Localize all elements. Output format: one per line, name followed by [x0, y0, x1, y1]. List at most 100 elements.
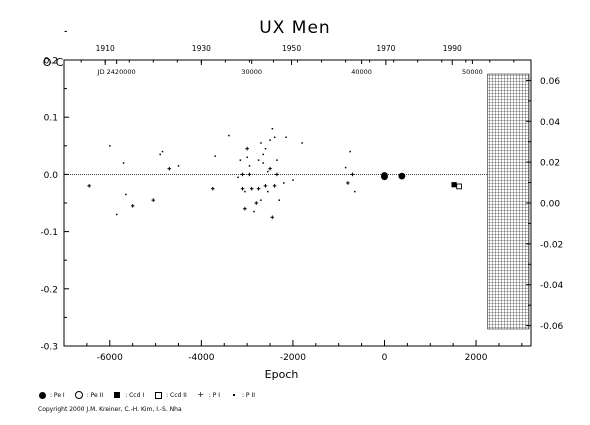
point-p-ii	[264, 147, 267, 150]
legend-label: : P II	[242, 391, 255, 399]
right-y-tick-label: 0.04	[540, 118, 560, 128]
right-y-tick-label: -0.04	[540, 281, 564, 291]
point-ccd-i	[451, 182, 457, 188]
year-label: 1970	[376, 44, 395, 53]
point-p-ii	[301, 142, 303, 144]
point-p-ii	[244, 190, 246, 193]
point-p-i	[249, 186, 254, 191]
point-p-ii	[248, 165, 251, 167]
legend-label: : Ccd II	[166, 391, 187, 399]
y-tick-label: -0.2	[40, 285, 58, 295]
point-pe-i	[398, 172, 406, 180]
year-label: 1990	[443, 44, 462, 53]
point-p-i	[151, 198, 156, 202]
point-p-ii	[278, 199, 280, 201]
point-pe-i	[381, 173, 388, 181]
legend-symbol-ccd1	[113, 391, 121, 399]
point-p-ii	[159, 153, 161, 156]
point-p-i	[240, 172, 245, 177]
x-tick-label: 2000	[465, 353, 488, 363]
point-p-ii	[285, 136, 287, 139]
point-p-i	[240, 186, 245, 191]
point-p-i	[130, 204, 135, 208]
point-p-ii	[349, 150, 351, 153]
point-p-ii	[214, 155, 216, 157]
y-tick-label: 0.1	[44, 114, 58, 124]
legend-symbol-ccd2	[154, 391, 162, 399]
point-p-i	[268, 166, 272, 171]
point-p-i	[210, 186, 215, 191]
legend-item-p1: +: P I	[197, 391, 220, 399]
point-p-ii	[267, 190, 269, 193]
point-p-i	[87, 184, 91, 188]
point-p-i	[254, 201, 259, 205]
point-p-ii	[262, 162, 264, 164]
copyright-text: Copyright 2000 J.M. Kreiner, C.-H. Kim, …	[38, 406, 182, 413]
point-p-ii	[267, 170, 269, 173]
x-tick-label: 0	[382, 353, 388, 363]
point-p-i	[272, 184, 277, 188]
y-tick-label: 0.2	[44, 57, 58, 67]
legend-symbol-p2	[230, 391, 238, 399]
point-p-ii	[161, 150, 164, 153]
x-axis-label: Epoch	[265, 368, 299, 381]
point-p-ii	[115, 213, 118, 216]
point-p-i	[270, 215, 275, 220]
point-p-ii	[344, 166, 347, 169]
point-p-i	[350, 172, 355, 177]
point-p-ii	[239, 159, 242, 161]
y-tick-label: -0.1	[40, 228, 58, 238]
plot-frame	[63, 59, 532, 347]
point-p-ii	[122, 162, 125, 164]
y-tick-label: 0.0	[44, 171, 59, 181]
right-y-tick-label: 0.00	[540, 200, 560, 210]
point-p-ii	[125, 193, 127, 196]
point-p-ii	[237, 176, 239, 179]
year-label: 1930	[192, 44, 211, 53]
point-p-i	[167, 166, 172, 171]
jd-label: JD 2420000	[97, 68, 136, 76]
x-tick-label: -6000	[97, 353, 123, 363]
x-tick-label: -4000	[188, 353, 214, 363]
legend-symbol-pe1	[38, 391, 46, 399]
point-p-i	[243, 206, 247, 211]
legend-item-pe2: : Pe II	[74, 391, 104, 399]
legend: : Pe I : Pe II : Ccd I : Ccd II +: P I : P II	[38, 389, 265, 401]
point-p-i	[245, 146, 249, 151]
right-y-tick-label: 0.06	[540, 77, 560, 87]
legend-item-ccd1: : Ccd I	[113, 391, 144, 399]
legend-item-pe1: : Pe I	[38, 391, 65, 399]
point-p-ii	[260, 142, 262, 144]
point-ccd-ii	[456, 183, 462, 190]
hatched-region	[487, 73, 530, 330]
legend-symbol-p1: +	[197, 390, 205, 399]
point-p-ii	[276, 159, 278, 161]
legend-symbol-pe2	[74, 391, 83, 399]
point-p-ii	[271, 127, 274, 130]
right-y-tick-label: -0.02	[540, 240, 563, 250]
y-tick-label: -0.3	[40, 343, 58, 353]
y-axis-label: O-C	[43, 56, 64, 69]
point-p-ii	[262, 153, 264, 156]
point-p-ii	[354, 190, 356, 193]
point-p-ii	[253, 210, 255, 213]
point-p-ii	[177, 165, 180, 167]
jd-label: 40000	[351, 68, 372, 76]
right-y-tick-label: 0.02	[540, 159, 560, 169]
legend-label: : Ccd I	[125, 391, 145, 399]
point-p-ii	[273, 136, 276, 139]
point-p-i	[346, 181, 350, 185]
point-p-ii	[260, 199, 262, 201]
legend-label: : Pe II	[86, 391, 104, 399]
point-p-ii	[228, 134, 230, 137]
legend-label: : Pe I	[50, 391, 65, 399]
jd-label: 30000	[241, 68, 262, 76]
right-y-tick-label: -0.06	[540, 322, 564, 332]
chart-title: UX Men	[259, 18, 331, 38]
x-tick-label: -2000	[280, 353, 306, 363]
year-label: 1950	[282, 44, 301, 53]
legend-item-p2: : P II	[230, 391, 255, 399]
year-label: 1910	[96, 44, 115, 53]
point-p-ii	[269, 139, 271, 141]
